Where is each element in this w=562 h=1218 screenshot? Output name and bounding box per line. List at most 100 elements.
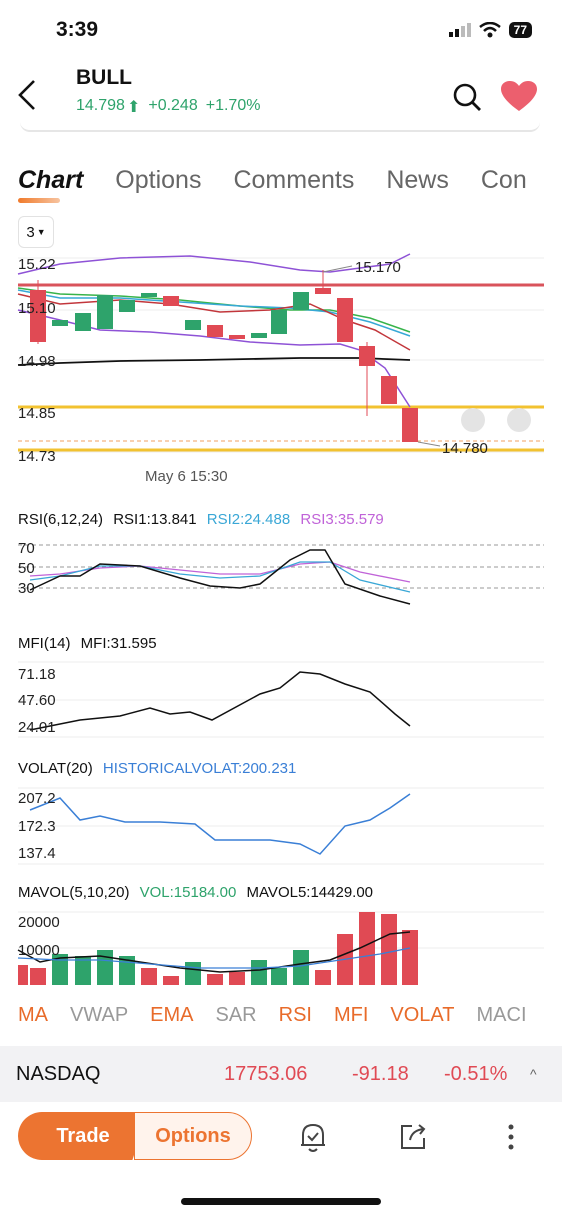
candle [402,408,418,442]
back-button[interactable] [16,78,38,118]
candle [293,292,309,310]
search-button[interactable] [452,82,482,117]
tab-community[interactable]: Con [480,166,527,194]
fullscreen-icon[interactable] [461,408,485,432]
candle [141,293,157,297]
volume-bars [18,912,418,985]
candle [337,298,353,342]
indicator-sar[interactable]: SAR [215,1004,257,1026]
rsi3-value: RSI3:35.579 [300,511,384,528]
rsi-level: 50 [18,560,35,577]
volume-bar [30,968,46,985]
indicator-mfi[interactable]: MFI [333,1004,369,1026]
candle [185,320,201,330]
index-change-pct: -0.51% [444,1062,508,1085]
volume-bar [119,956,135,985]
candle [52,320,68,326]
watchlist-button[interactable] [500,80,538,117]
period-value: 3 [26,223,35,241]
rsi2-value: RSI2:24.488 [206,511,291,528]
more-button[interactable] [504,1122,518,1157]
volat-level: 137.4 [18,845,56,862]
last-price: 14.798 [76,97,125,114]
tab-comments[interactable]: Comments [233,166,355,194]
caret-down-icon: ▼ [36,227,46,237]
status-icons: 77 [448,22,532,38]
mfi-chart[interactable] [0,660,562,740]
volat-level: 207.2 [18,790,56,807]
rsi-level: 70 [18,540,35,557]
candle [381,376,397,404]
share-icon [401,1124,426,1149]
more-vertical-icon [508,1124,514,1150]
volume-bar [381,914,397,985]
candle [119,300,135,312]
y-label: 14.85 [18,405,56,422]
options-button[interactable]: Options [134,1112,252,1160]
volume-bar [359,912,375,985]
indicator-bar: MA VWAP EMA SAR RSI MFI VOLAT MACI [18,1004,527,1027]
volume-bar [251,960,267,985]
volume-bar [163,976,179,985]
indicator-ma[interactable]: MA [18,1004,48,1026]
candle [251,333,267,338]
volume-bar [18,965,28,985]
indicator-volat[interactable]: VOLAT [390,1004,455,1026]
mavol-title: MAVOL(5,10,20) [18,884,130,901]
boll-upper [17,253,411,275]
indicator-ema[interactable]: EMA [150,1004,194,1026]
y-label: 14.98 [18,353,56,370]
volat-chart[interactable] [0,786,562,866]
back-arrow-icon [18,80,35,110]
candle [163,296,179,306]
volume-bar [207,974,223,985]
indicator-rsi[interactable]: RSI [278,1004,312,1026]
home-indicator [181,1198,381,1205]
mfi-title: MFI(14) [18,635,71,652]
heart-icon [501,81,537,111]
rsi-header: RSI(6,12,24) RSI1:13.841 RSI2:24.488 RSI… [18,511,384,528]
low-label: 14.780 [442,440,488,457]
price-chart[interactable] [0,250,562,460]
draw-tool-icon[interactable] [507,408,531,432]
index-value: 17753.06 [224,1062,308,1085]
y-label: 15.10 [18,300,56,317]
tab-options[interactable]: Options [115,166,202,194]
volume-bar [97,950,113,985]
time-label: May 6 15:30 [145,468,228,485]
tab-news[interactable]: News [386,166,449,194]
trade-button[interactable]: Trade [18,1112,148,1160]
y-label: 15.22 [18,256,56,273]
candles [30,270,418,442]
quote-line: 14.798 ⬆ +0.248 +1.70% [76,97,260,117]
volume-bar [315,970,331,985]
index-ticker-bar[interactable]: NASDAQ 17753.06 -91.18 -0.51% ^ [0,1046,562,1102]
volat-header: VOLAT(20) HISTORICALVOLAT:200.231 [18,760,296,777]
indicator-vwap[interactable]: VWAP [70,1004,129,1026]
rsi-level: 30 [18,580,35,597]
volume-bar [293,950,309,985]
candle [271,310,287,334]
volume-bar [141,968,157,985]
mfi-level: 24.01 [18,719,56,736]
bell-check-icon [301,1123,325,1152]
vol-value: VOL:15184.00 [139,884,237,901]
indicator-macd[interactable]: MACI [476,1004,527,1026]
ma-blue [17,289,411,337]
alert-button[interactable] [298,1120,328,1159]
candle [97,295,113,329]
price-change-pct: +1.70% [205,97,261,114]
chevron-up-icon[interactable]: ^ [530,1066,537,1082]
share-button[interactable] [398,1122,428,1157]
price-change: +0.248 [148,97,198,114]
tab-chart[interactable]: Chart [18,166,84,203]
mavol-level: 20000 [18,914,60,931]
volat-title: VOLAT(20) [18,760,93,777]
ma-red [17,293,411,351]
volume-chart[interactable] [0,910,562,990]
candle [75,313,91,331]
ticker-symbol: BULL [76,66,132,89]
period-selector[interactable]: 3 ▼ [18,216,54,248]
high-label: 15.170 [355,259,401,276]
rsi-chart[interactable] [0,538,562,616]
